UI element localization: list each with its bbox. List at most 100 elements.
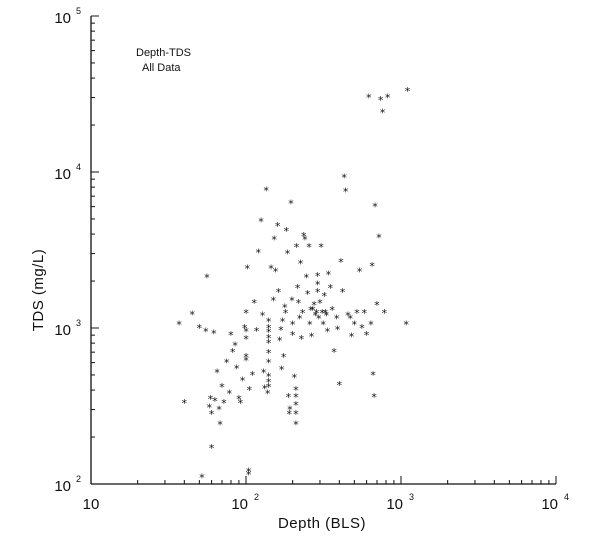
tick-label-exponent: 2 bbox=[76, 474, 81, 484]
data-point: * bbox=[329, 304, 336, 317]
data-point: * bbox=[293, 241, 300, 254]
data-point: * bbox=[381, 307, 388, 320]
data-point: * bbox=[237, 397, 244, 410]
data-point: * bbox=[282, 302, 289, 315]
data-point: * bbox=[293, 408, 300, 421]
data-point: * bbox=[384, 92, 391, 105]
data-point: * bbox=[272, 266, 279, 279]
data-point: * bbox=[322, 307, 329, 320]
data-point: * bbox=[294, 282, 301, 295]
data-point: * bbox=[259, 310, 266, 323]
data-point: * bbox=[347, 313, 354, 326]
data-point: * bbox=[265, 326, 272, 339]
data-point: * bbox=[316, 313, 323, 326]
data-point: * bbox=[293, 399, 300, 412]
tick-label: 10 4 bbox=[541, 492, 569, 513]
data-point: * bbox=[339, 286, 346, 299]
data-point: * bbox=[260, 366, 267, 379]
tick-label-base: 10 bbox=[54, 322, 71, 339]
tick-label: 10 5 bbox=[54, 6, 81, 27]
data-point: * bbox=[245, 469, 252, 482]
data-point: * bbox=[376, 232, 383, 245]
data-point: * bbox=[206, 401, 213, 414]
data-point: * bbox=[314, 279, 321, 292]
data-point: * bbox=[404, 85, 411, 98]
data-points: ****************************************… bbox=[176, 85, 411, 484]
data-point: * bbox=[293, 391, 300, 404]
data-point: * bbox=[189, 309, 196, 322]
data-point: * bbox=[314, 286, 321, 299]
data-point: * bbox=[245, 466, 252, 479]
chart-title: Depth-TDS bbox=[136, 47, 191, 59]
data-point: * bbox=[202, 325, 209, 338]
data-point: * bbox=[258, 216, 265, 229]
data-point: * bbox=[278, 324, 285, 337]
data-point: * bbox=[310, 304, 317, 317]
data-point: * bbox=[271, 233, 278, 246]
data-point: * bbox=[265, 332, 272, 345]
data-point: * bbox=[265, 376, 272, 389]
data-point: * bbox=[320, 319, 327, 332]
data-point: * bbox=[295, 297, 302, 310]
data-point: * bbox=[278, 364, 285, 377]
data-point: * bbox=[265, 370, 272, 383]
data-point: * bbox=[289, 319, 296, 332]
data-point: * bbox=[263, 185, 270, 198]
data-point: * bbox=[325, 269, 332, 282]
data-point: * bbox=[265, 347, 272, 360]
data-point: * bbox=[243, 333, 250, 346]
tick-label-base: 10 bbox=[386, 496, 403, 513]
data-point: * bbox=[371, 391, 378, 404]
tick-label-base: 10 bbox=[541, 496, 558, 513]
data-point: * bbox=[207, 393, 214, 406]
data-point: * bbox=[323, 310, 330, 323]
data-point: * bbox=[313, 307, 320, 320]
x-axis-title: Depth (BLS) bbox=[278, 515, 366, 532]
data-point: * bbox=[356, 266, 363, 279]
data-point: * bbox=[253, 325, 260, 338]
data-point: * bbox=[199, 472, 206, 485]
tick-label-exponent: 4 bbox=[564, 492, 569, 502]
data-point: * bbox=[211, 328, 218, 341]
data-point: * bbox=[354, 307, 361, 320]
data-point: * bbox=[324, 325, 331, 338]
tick-label-exponent: 3 bbox=[409, 492, 414, 502]
data-point: * bbox=[280, 351, 287, 364]
data-point: * bbox=[264, 388, 271, 401]
data-point: * bbox=[293, 384, 300, 397]
tick-label: 10 3 bbox=[54, 318, 81, 339]
data-point: * bbox=[289, 295, 296, 308]
data-point: * bbox=[312, 310, 319, 323]
tick-label: 10 3 bbox=[386, 492, 414, 513]
data-point: * bbox=[369, 260, 376, 273]
data-point: * bbox=[338, 256, 345, 269]
data-point: * bbox=[246, 384, 253, 397]
data-point: * bbox=[244, 263, 251, 276]
data-point: * bbox=[221, 397, 228, 410]
data-point: * bbox=[216, 404, 223, 417]
data-point: * bbox=[314, 270, 321, 283]
data-point: * bbox=[243, 351, 250, 364]
data-point: * bbox=[304, 288, 311, 301]
data-point: * bbox=[297, 257, 304, 270]
tick-label-exponent: 3 bbox=[76, 318, 81, 328]
data-point: * bbox=[317, 297, 324, 310]
data-point: * bbox=[196, 322, 203, 335]
data-point: * bbox=[370, 369, 377, 382]
data-point: * bbox=[351, 319, 358, 332]
data-point: * bbox=[318, 241, 325, 254]
tick-label: 10 bbox=[83, 496, 100, 513]
data-point: * bbox=[341, 172, 348, 185]
tick-label-base: 10 bbox=[231, 496, 248, 513]
tick-label-exponent: 2 bbox=[254, 492, 259, 502]
data-point: * bbox=[361, 307, 368, 320]
data-point: * bbox=[251, 297, 258, 310]
data-point: * bbox=[214, 366, 221, 379]
data-point: * bbox=[348, 331, 355, 344]
data-point: * bbox=[270, 295, 277, 308]
data-point: * bbox=[319, 307, 326, 320]
data-point: * bbox=[236, 393, 243, 406]
data-point: * bbox=[333, 313, 340, 326]
data-point: * bbox=[327, 282, 334, 295]
